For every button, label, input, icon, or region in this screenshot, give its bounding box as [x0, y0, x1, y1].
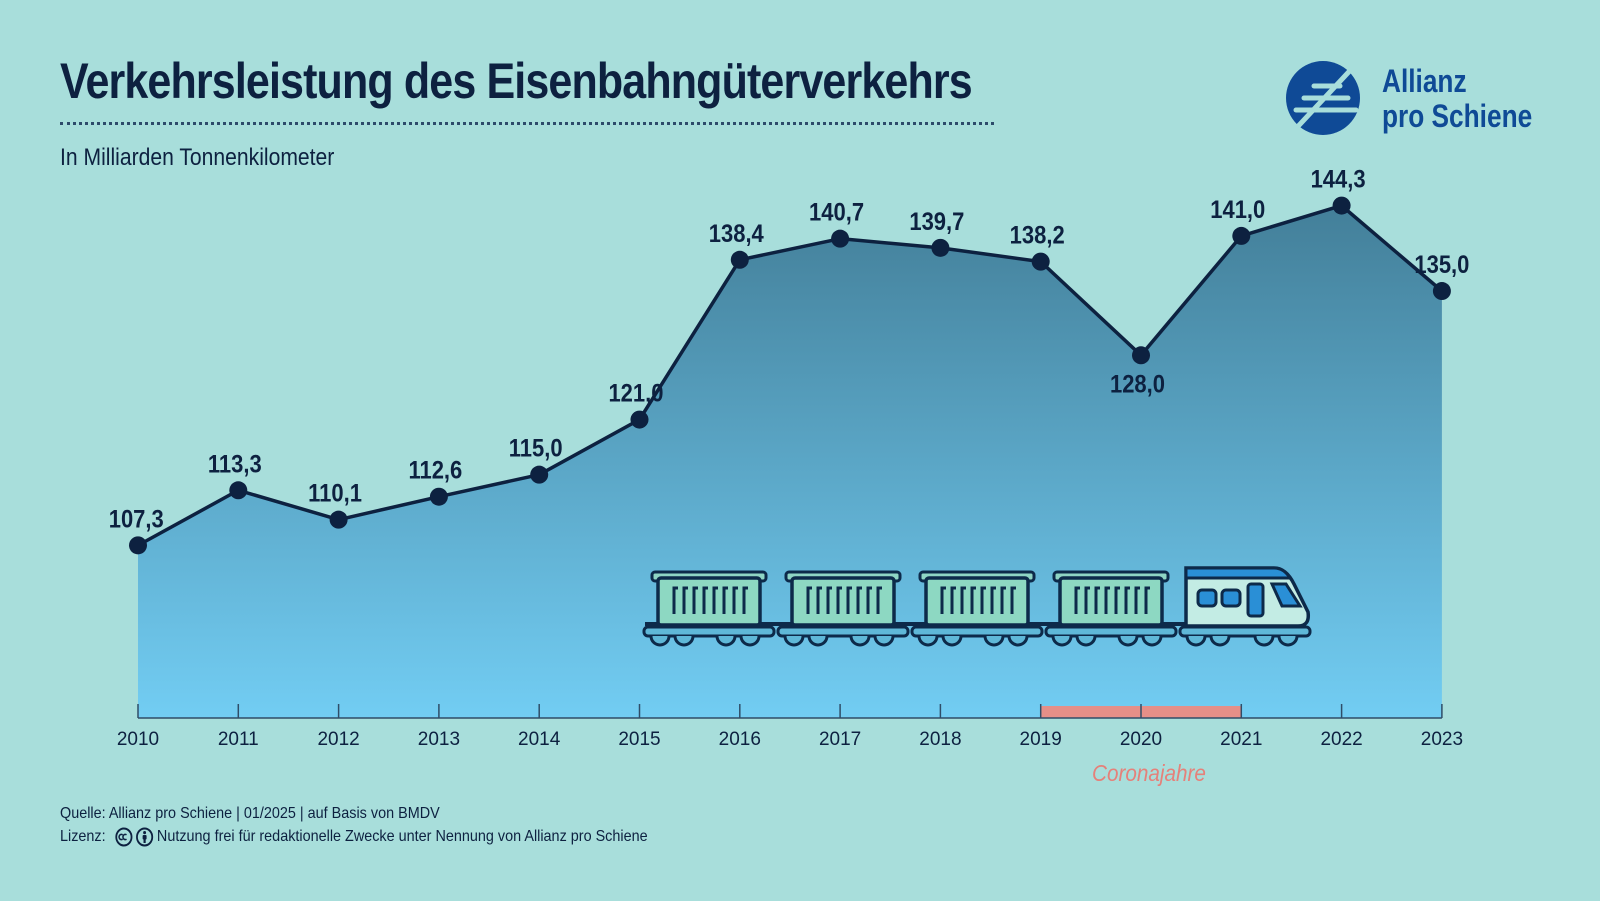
- data-point: [831, 229, 850, 248]
- data-point: [1031, 252, 1050, 271]
- data-point: [630, 410, 649, 429]
- logo-wordmark: Allianz pro Schiene: [1382, 64, 1532, 134]
- data-label: 140,7: [809, 198, 864, 226]
- logo-line-2: pro Schiene: [1382, 98, 1533, 134]
- license-line: Lizenz: Nutzung frei für redaktionelle Z…: [60, 825, 648, 848]
- data-point: [129, 536, 147, 555]
- allianz-logo: Allianz pro Schiene: [1284, 59, 1554, 140]
- data-label: 138,4: [709, 219, 764, 247]
- data-label: 107,3: [109, 505, 164, 533]
- title-divider: [60, 122, 994, 125]
- x-tick-label: 2016: [719, 729, 761, 750]
- x-tick-label: 2017: [819, 729, 861, 750]
- x-tick-label: 2010: [117, 729, 159, 750]
- data-point: [1332, 196, 1351, 215]
- logo-icon: [1286, 59, 1361, 139]
- x-tick-label: 2021: [1220, 729, 1262, 750]
- data-label: 139,7: [909, 208, 964, 236]
- data-point: [530, 465, 549, 484]
- chart-title: Verkehrsleistung des Eisenbahngüterverke…: [60, 53, 973, 109]
- data-point: [329, 510, 348, 529]
- data-label: 144,3: [1311, 165, 1366, 193]
- data-label: 112,6: [408, 456, 462, 484]
- data-label: 113,3: [208, 450, 262, 478]
- by-icon: [135, 827, 153, 846]
- data-point: [931, 238, 950, 257]
- license-label: Lizenz:: [60, 828, 106, 845]
- x-tick-label: 2013: [418, 729, 460, 750]
- license-text: Nutzung frei für redaktionelle Zwecke un…: [156, 828, 648, 845]
- data-label: 135,0: [1414, 251, 1469, 279]
- x-tick-label: 2023: [1421, 729, 1463, 750]
- x-tick-label: 2022: [1320, 729, 1362, 750]
- logo-line-1: Allianz: [1382, 63, 1467, 99]
- data-point: [229, 481, 248, 500]
- data-point: [730, 250, 749, 269]
- data-label: 115,0: [509, 434, 563, 462]
- x-tick-label: 2019: [1020, 729, 1062, 750]
- footer: Quelle: Allianz pro Schiene | 01/2025 | …: [60, 802, 648, 848]
- x-tick-label: 2018: [919, 729, 961, 750]
- data-point: [429, 487, 448, 506]
- series-line: [137, 203, 1444, 547]
- chart-subtitle: In Milliarden Tonnenkilometer: [60, 144, 335, 171]
- x-tick-label: 2015: [618, 729, 660, 750]
- data-label: 141,0: [1210, 196, 1265, 224]
- data-point: [1432, 282, 1451, 301]
- train-icon: [642, 566, 1312, 647]
- data-point: [1232, 226, 1251, 245]
- data-label: 128,0: [1110, 370, 1165, 398]
- x-tick-label: 2011: [218, 729, 259, 750]
- x-tick-label: 2012: [317, 729, 359, 750]
- data-point: [1132, 346, 1150, 365]
- x-tick-label: 2020: [1120, 729, 1162, 750]
- cc-icon: [115, 827, 133, 846]
- data-label: 121,0: [608, 379, 663, 407]
- x-tick-label: 2014: [518, 729, 561, 750]
- data-label: 138,2: [1010, 221, 1065, 249]
- corona-years-label: Coronajahre: [1092, 760, 1206, 786]
- data-label: 110,1: [308, 479, 362, 507]
- source-line: Quelle: Allianz pro Schiene | 01/2025 | …: [60, 805, 440, 822]
